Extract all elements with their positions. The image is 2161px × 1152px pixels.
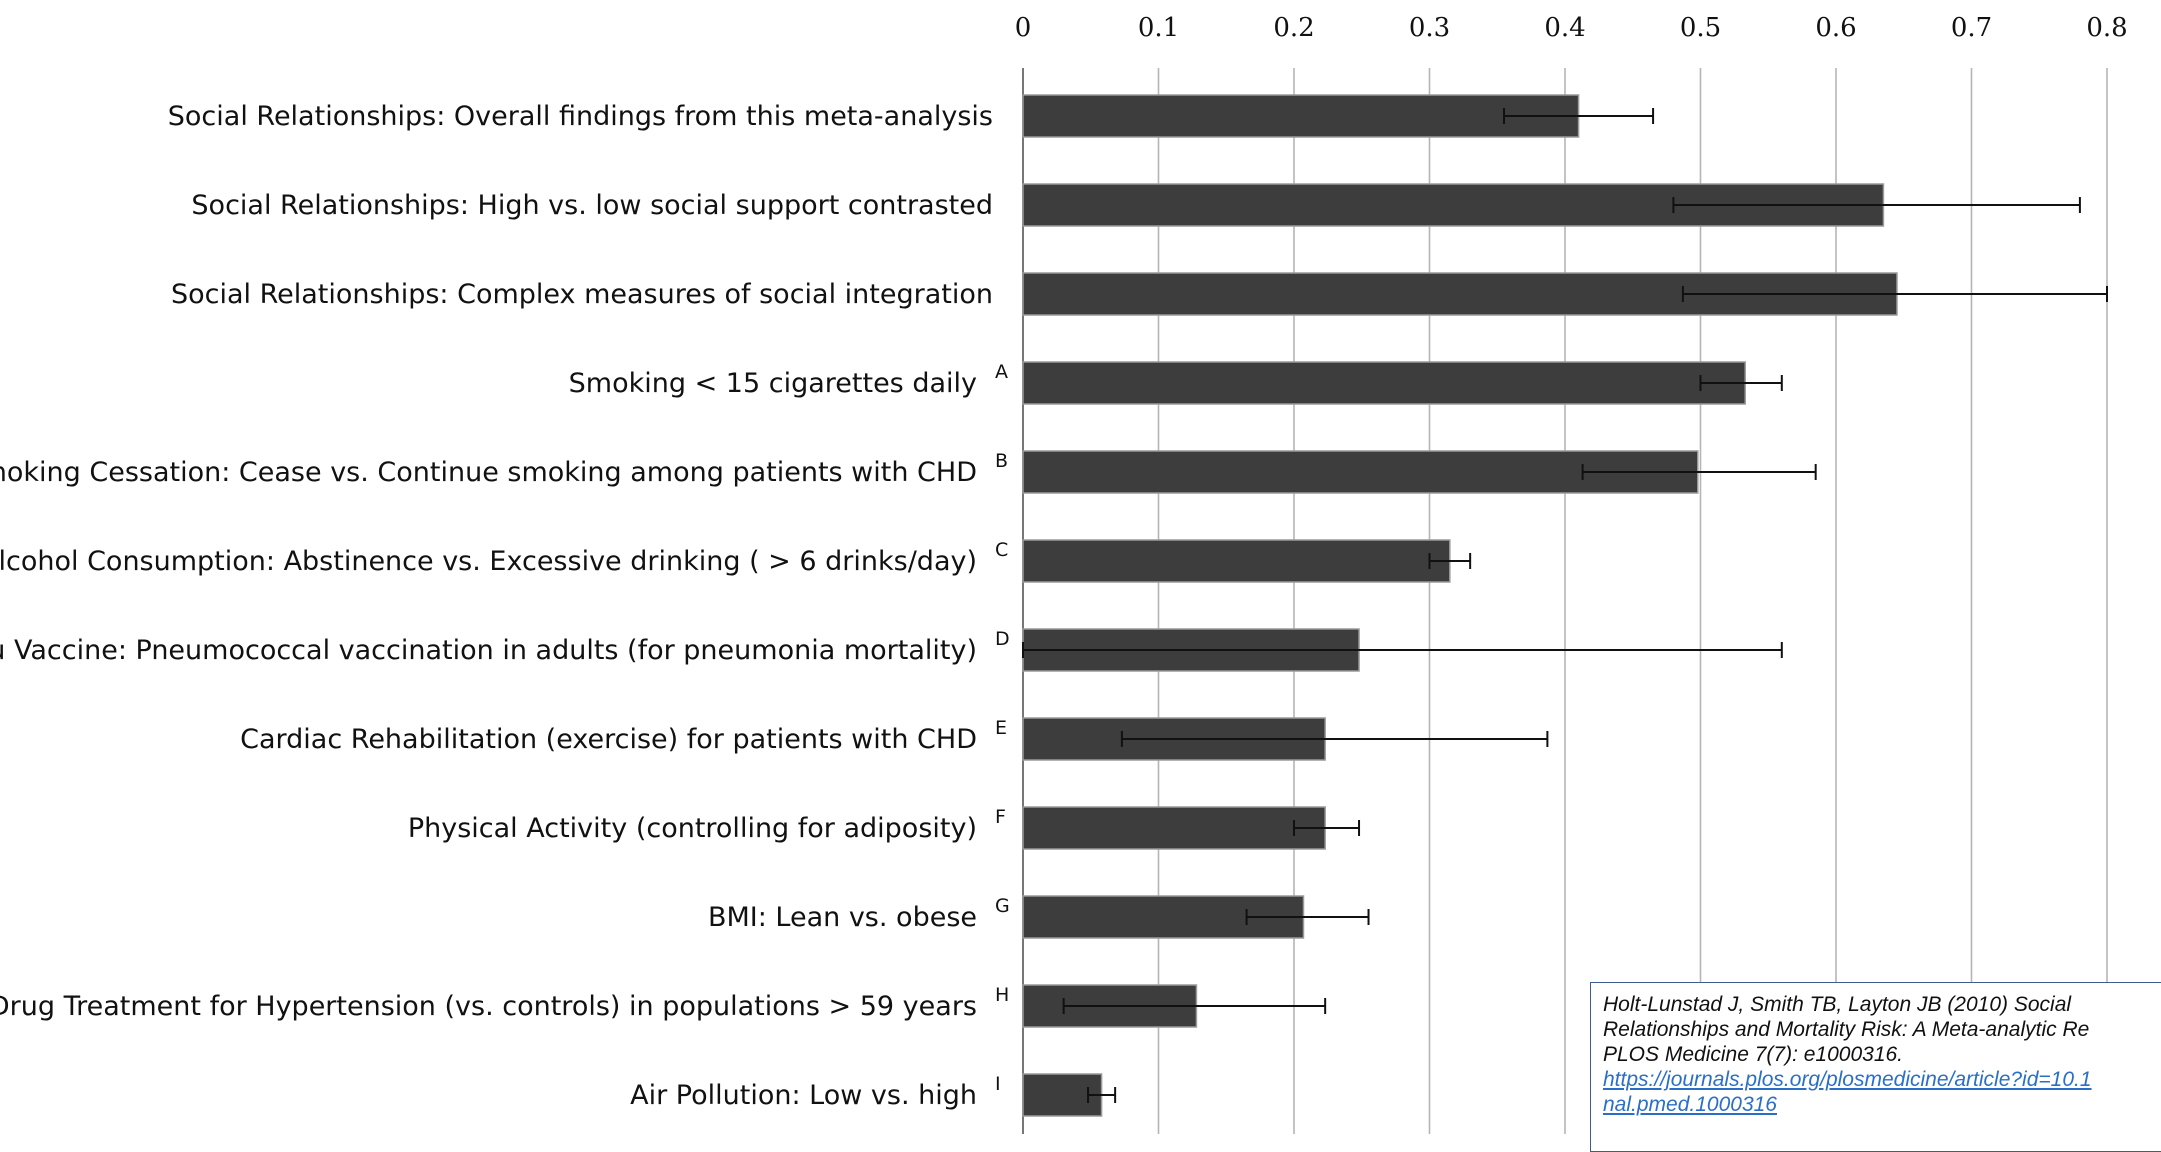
citation-link[interactable]: https://journals.plos.org/plosmedicine/a… (1603, 1068, 2092, 1091)
x-tick-label: 0.2 (1273, 13, 1314, 43)
category-label: Flu Vaccine: Pneumococcal vaccination in… (0, 635, 977, 666)
citation-line: PLOS Medicine 7(7): e1000316. (1603, 1043, 1904, 1066)
citation-link[interactable]: nal.pmed.1000316 (1603, 1093, 1777, 1116)
category-label: Cardiac Rehabilitation (exercise) for pa… (240, 724, 977, 755)
citation-line: Relationships and Mortality Risk: A Meta… (1603, 1018, 2090, 1041)
category-footnote-marker: G (995, 895, 1010, 917)
category-footnote-marker: B (995, 450, 1008, 472)
bar (1022, 539, 1451, 583)
category-label: Air Pollution: Low vs. high (630, 1080, 977, 1111)
category-footnote-marker: H (995, 984, 1009, 1006)
bars (1022, 94, 1898, 1117)
category-label: Social Relationships: Overall findings f… (168, 101, 993, 132)
category-footnote-marker: E (995, 717, 1007, 739)
citation-box: Holt-Lunstad J, Smith TB, Layton JB (201… (1590, 982, 2161, 1152)
category-footnote-marker: C (995, 539, 1008, 561)
x-tick-label: 0.1 (1138, 13, 1179, 43)
x-tick-label: 0 (1015, 13, 1032, 43)
x-axis-ticks: 0 0.1 0.2 0.3 0.4 0.5 0.6 0.7 0.8 (1015, 13, 2128, 43)
x-tick-label: 0.5 (1680, 13, 1721, 43)
category-label: Smoking Cessation: Cease vs. Continue sm… (0, 457, 977, 488)
category-footnote-marker: I (995, 1073, 1001, 1095)
bar (1022, 361, 1746, 405)
error-bars (1022, 108, 2108, 1103)
category-label: Drug Treatment for Hypertension (vs. con… (0, 991, 977, 1022)
category-label: Physical Activity (controlling for adipo… (408, 813, 977, 844)
category-label: Social Relationships: Complex measures o… (171, 279, 993, 310)
category-footnote-marker: D (995, 628, 1010, 650)
gridlines (1022, 68, 2108, 1134)
category-label: Alcohol Consumption: Abstinence vs. Exce… (0, 546, 977, 577)
category-label: Social Relationships: High vs. low socia… (191, 190, 993, 221)
category-footnote-marker: F (995, 806, 1006, 828)
category-footnote-marker: A (995, 361, 1008, 383)
bar (1022, 806, 1326, 850)
x-tick-label: 0.8 (2086, 13, 2127, 43)
category-label: BMI: Lean vs. obese (708, 902, 977, 933)
x-tick-label: 0.7 (1951, 13, 1992, 43)
x-tick-label: 0.4 (1544, 13, 1585, 43)
category-label: Smoking < 15 cigarettes daily (569, 368, 977, 399)
x-tick-label: 0.6 (1815, 13, 1856, 43)
citation-line: Holt-Lunstad J, Smith TB, Layton JB (201… (1603, 993, 2072, 1016)
category-labels: Social Relationships: Overall findings f… (0, 101, 1010, 1111)
bar (1022, 94, 1580, 138)
x-tick-label: 0.3 (1409, 13, 1450, 43)
